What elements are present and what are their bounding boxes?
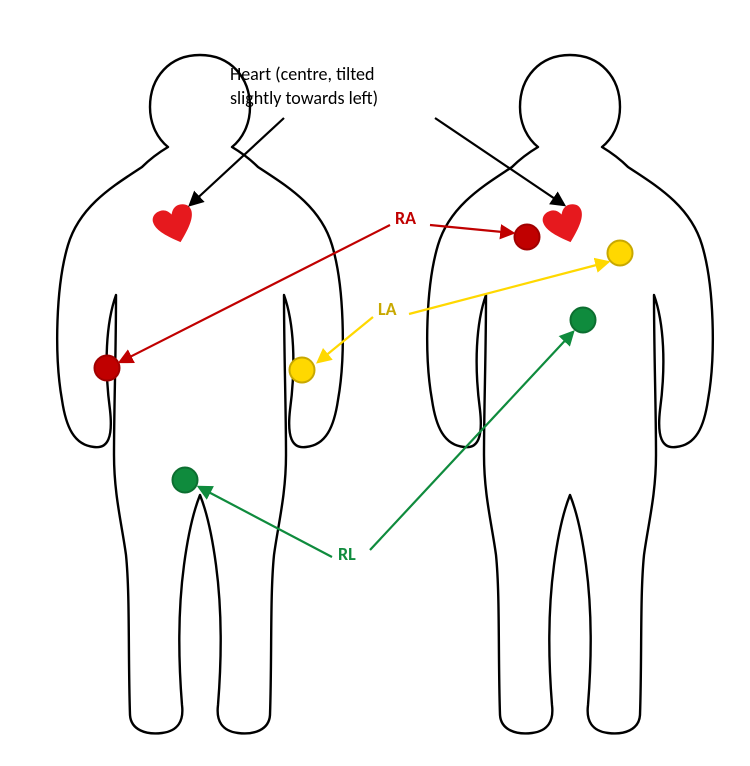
arrow-ra-left xyxy=(120,225,390,362)
la-label: LA xyxy=(378,298,397,320)
ra-label: RA xyxy=(395,207,416,229)
la-electrode-left xyxy=(290,358,315,383)
heart-label-line1: Heart (centre, tilted xyxy=(230,63,374,85)
arrow-heart-right xyxy=(435,118,564,205)
heart-icon xyxy=(540,202,589,249)
rl-electrode-left xyxy=(173,468,198,493)
heart-icon xyxy=(150,202,199,249)
arrow-rl-right xyxy=(370,332,573,550)
heart-label-line2: slightly towards left) xyxy=(230,87,378,109)
body-outline-right xyxy=(427,55,713,733)
pointer-arrows xyxy=(120,118,608,557)
la-electrode-right xyxy=(608,241,633,266)
arrow-rl-left xyxy=(199,487,332,557)
body-outline-left xyxy=(57,55,343,733)
ecg-lead-placement-diagram: Heart (centre, tilted slightly towards l… xyxy=(0,0,750,766)
arrow-heart-left xyxy=(190,118,284,205)
arrow-la-left xyxy=(318,317,373,362)
arrow-la-right xyxy=(409,262,608,314)
ra-electrode-left xyxy=(95,356,120,381)
ra-electrode-right xyxy=(515,225,540,250)
rl-electrode-right xyxy=(571,308,596,333)
rl-label: RL xyxy=(338,543,356,565)
electrode-markers xyxy=(95,225,633,493)
